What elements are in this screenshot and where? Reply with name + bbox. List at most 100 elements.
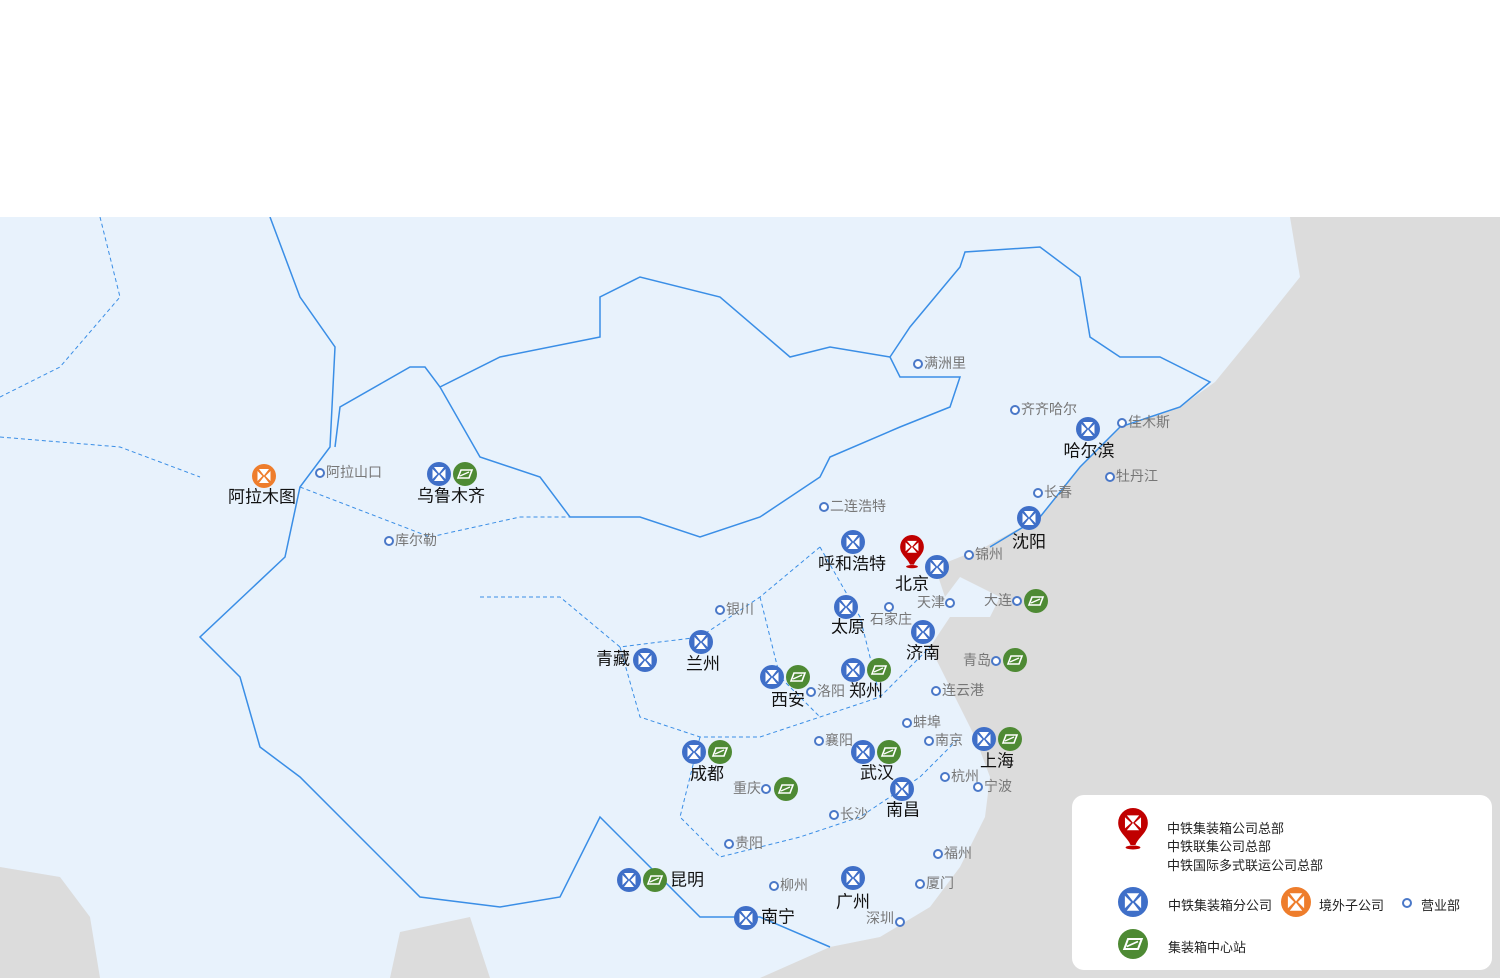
city-label: 杭州 (951, 769, 979, 785)
legend-overseas: 境外子公司 (1319, 899, 1385, 914)
city-label: 太原 (831, 617, 865, 638)
city-label: 沈阳 (1012, 532, 1046, 553)
city-label: 青岛 (963, 653, 991, 669)
branch-company-icon[interactable] (834, 595, 858, 619)
branch-company-icon[interactable] (841, 530, 865, 554)
branch-company-icon[interactable] (925, 555, 949, 579)
city-label: 西安 (771, 690, 805, 711)
city-label: 襄阳 (825, 733, 853, 749)
branch-company-icon[interactable] (841, 866, 865, 890)
sales-office-dot-icon[interactable] (724, 839, 734, 849)
map-legend: 中铁集装箱公司总部 中铁联集公司总部 中铁国际多式联运公司总部 中铁集装箱分公司… (1072, 795, 1492, 970)
sales-office-dot-icon[interactable] (761, 784, 771, 794)
sales-office-dot-icon[interactable] (895, 917, 905, 927)
sales-office-dot-icon[interactable] (1012, 596, 1022, 606)
city-label: 成都 (690, 764, 724, 785)
sales-office-dot-icon[interactable] (940, 772, 950, 782)
city-label: 呼和浩特 (818, 554, 886, 575)
city-label: 哈尔滨 (1063, 441, 1115, 462)
china-map[interactable]: 阿拉木图 乌鲁木齐 呼和浩特 北京 哈尔滨 沈阳 太原 济南 兰州 青藏 西安 郑州 成都 武汉 上海 南昌昆… (0, 217, 1500, 978)
branch-company-icon[interactable] (633, 648, 657, 672)
sales-office-dot-icon[interactable] (715, 605, 725, 615)
sales-office-dot-icon[interactable] (806, 687, 816, 697)
sales-office-dot-icon[interactable] (884, 602, 894, 612)
sales-office-dot-icon[interactable] (384, 536, 394, 546)
city-label: 阿拉木图 (228, 487, 296, 508)
sales-office-dot-icon[interactable] (1010, 405, 1020, 415)
city-label: 广州 (836, 892, 870, 913)
sales-office-dot-icon[interactable] (814, 736, 824, 746)
city-label: 佳木斯 (1128, 415, 1170, 431)
city-label: 大连 (984, 593, 1012, 609)
branch-company-icon[interactable] (1076, 417, 1100, 441)
legend-center: 集装箱中心站 (1168, 941, 1247, 956)
hq-pin-icon[interactable] (900, 535, 924, 569)
foreign-territory-sw (0, 867, 490, 978)
sales-office-dot-icon[interactable] (1033, 488, 1043, 498)
sales-office-dot-icon[interactable] (945, 598, 955, 608)
city-label: 石家庄 (870, 612, 912, 628)
center-station-icon[interactable] (643, 868, 667, 892)
sales-office-dot-icon[interactable] (829, 810, 839, 820)
center-station-icon[interactable] (774, 777, 798, 801)
city-label: 昆明 (670, 870, 704, 891)
legend-branch: 中铁集装箱分公司 (1168, 899, 1273, 914)
city-label: 锦州 (975, 547, 1003, 563)
city-label: 厦门 (926, 876, 954, 892)
branch-icon (1118, 887, 1148, 917)
legend-hq-1: 中铁集装箱公司总部 (1167, 822, 1285, 837)
branch-company-icon[interactable] (890, 777, 914, 801)
branch-company-icon[interactable] (841, 658, 865, 682)
sales-office-dot-icon[interactable] (933, 849, 943, 859)
sales-office-dot-icon[interactable] (915, 879, 925, 889)
city-label: 长沙 (840, 807, 868, 823)
sales-office-dot-icon[interactable] (769, 881, 779, 891)
sales-office-dot-icon[interactable] (924, 736, 934, 746)
sales-office-dot-icon[interactable] (819, 502, 829, 512)
branch-company-icon[interactable] (851, 740, 875, 764)
city-label: 乌鲁木齐 (417, 486, 485, 507)
branch-company-icon[interactable] (617, 868, 641, 892)
sales-office-dot-icon[interactable] (1117, 418, 1127, 428)
sales-office-dot-icon[interactable] (1105, 472, 1115, 482)
sales-office-dot-icon[interactable] (991, 656, 1001, 666)
sales-office-dot-icon[interactable] (315, 468, 325, 478)
city-label: 南昌 (886, 800, 920, 821)
branch-company-icon[interactable] (1017, 506, 1041, 530)
center-station-icon (1118, 929, 1148, 959)
center-station-icon[interactable] (786, 665, 810, 689)
sales-office-dot-icon[interactable] (964, 550, 974, 560)
sales-office-dot-icon[interactable] (931, 686, 941, 696)
branch-company-icon[interactable] (972, 727, 996, 751)
hq-pin-icon (1118, 808, 1148, 850)
city-label: 武汉 (860, 763, 894, 784)
city-label: 重庆 (733, 781, 761, 797)
sales-office-dot-icon[interactable] (902, 718, 912, 728)
city-label: 济南 (906, 643, 940, 664)
sales-office-dot-icon[interactable] (913, 359, 923, 369)
city-label: 阿拉山口 (326, 465, 382, 481)
overseas-icon (1281, 887, 1311, 917)
center-station-icon[interactable] (1024, 589, 1048, 613)
center-station-icon[interactable] (998, 727, 1022, 751)
overseas-company-icon[interactable] (252, 464, 276, 488)
map-base (0, 217, 1500, 978)
city-label: 库尔勒 (395, 533, 437, 549)
city-label: 长春 (1044, 485, 1072, 501)
center-station-icon[interactable] (867, 658, 891, 682)
branch-company-icon[interactable] (689, 630, 713, 654)
branch-company-icon[interactable] (911, 620, 935, 644)
center-station-icon[interactable] (453, 462, 477, 486)
center-station-icon[interactable] (1003, 648, 1027, 672)
center-station-icon[interactable] (708, 740, 732, 764)
sales-office-dot-icon[interactable] (973, 782, 983, 792)
center-station-icon[interactable] (877, 740, 901, 764)
branch-company-icon[interactable] (427, 462, 451, 486)
city-label: 蚌埠 (913, 715, 941, 731)
city-label: 天津 (917, 595, 945, 611)
city-label: 郑州 (849, 681, 883, 702)
branch-company-icon[interactable] (734, 906, 758, 930)
branch-company-icon[interactable] (682, 740, 706, 764)
city-label: 满洲里 (924, 356, 966, 372)
branch-company-icon[interactable] (760, 665, 784, 689)
